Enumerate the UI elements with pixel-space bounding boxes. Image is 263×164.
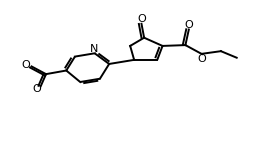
Text: O: O <box>21 60 30 70</box>
Text: O: O <box>32 84 41 94</box>
Text: O: O <box>184 20 193 30</box>
Text: O: O <box>137 14 146 24</box>
Text: O: O <box>198 54 206 64</box>
Text: N: N <box>90 44 98 54</box>
